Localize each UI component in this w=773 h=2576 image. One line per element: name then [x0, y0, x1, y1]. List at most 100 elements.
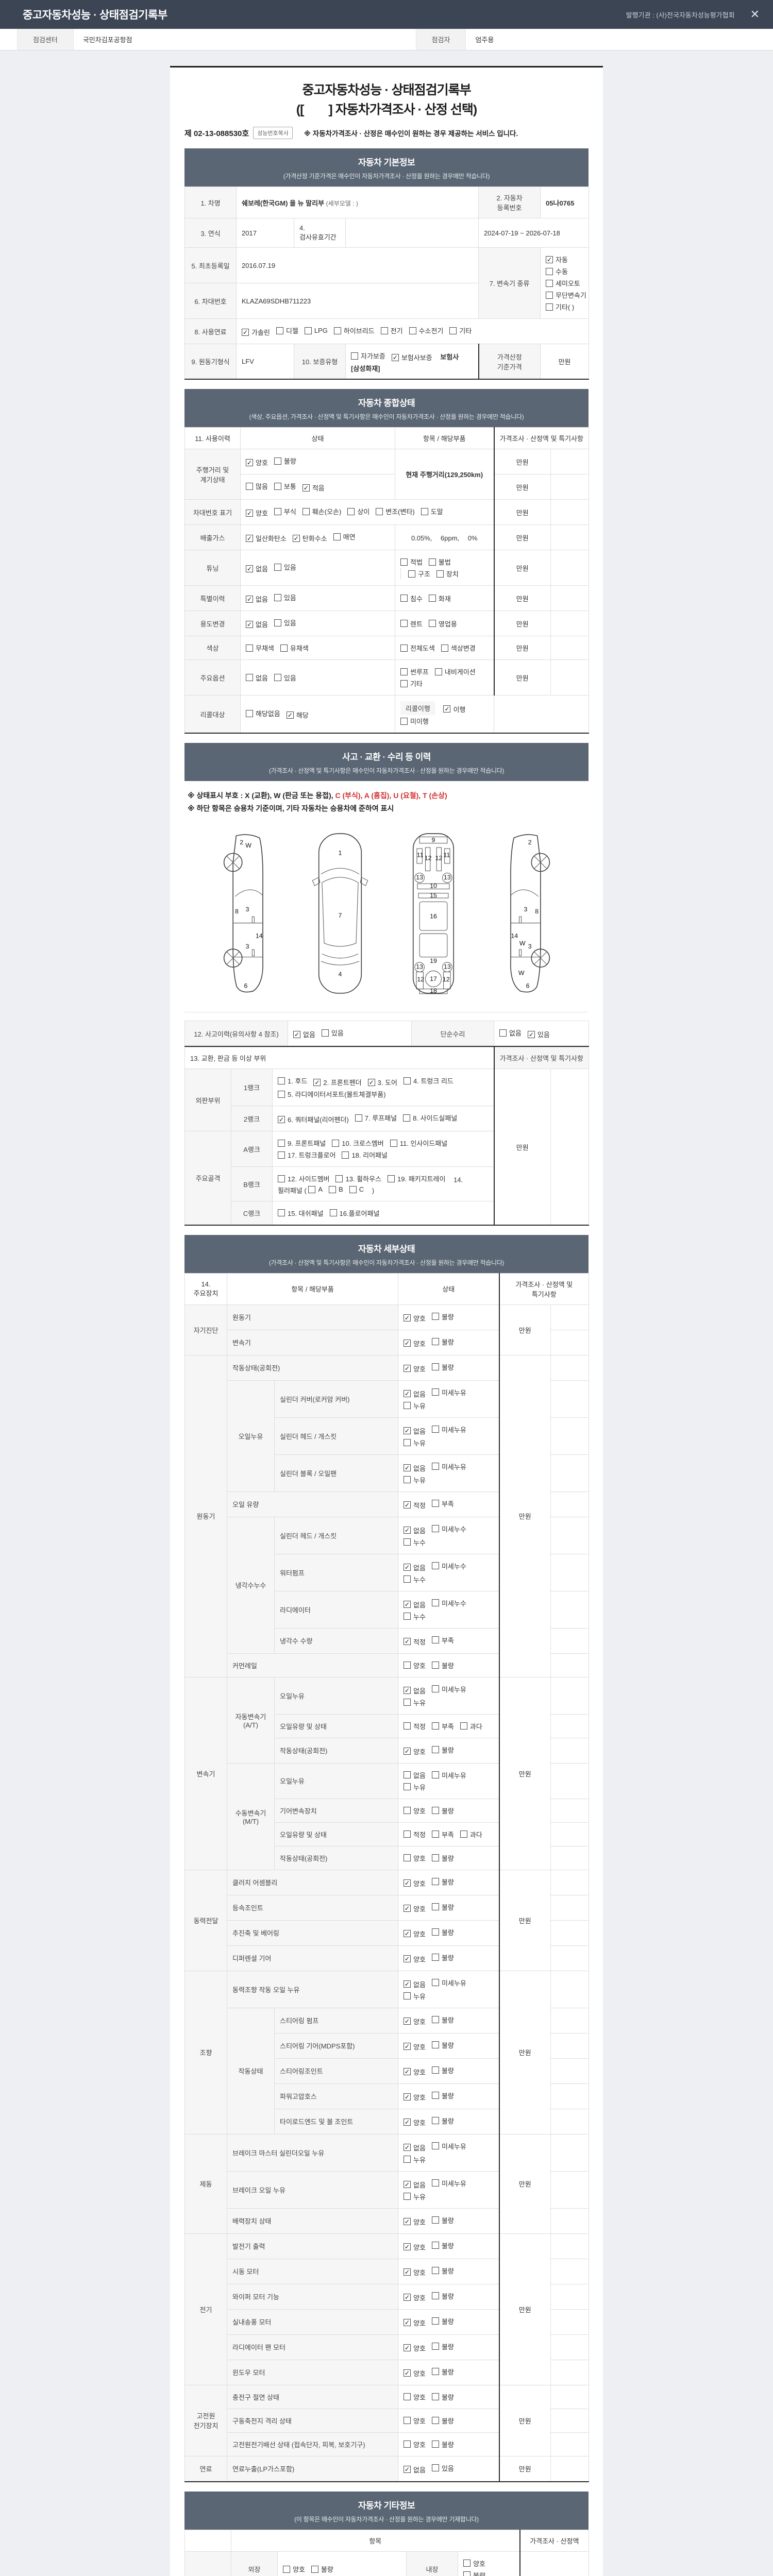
checkbox-unchecked-icon[interactable] [431, 1338, 439, 1346]
checkbox-option[interactable]: ✓ 가솔린 [242, 327, 270, 337]
checkbox-option[interactable]: 9. 프론트패널 [278, 1138, 326, 1148]
checkbox-unchecked-icon[interactable] [408, 570, 415, 578]
checkbox-option[interactable]: 19. 패키지트레이 [388, 1174, 445, 1183]
checkbox-option[interactable]: 불량 [431, 2392, 454, 2402]
checkbox-unchecked-icon[interactable] [274, 674, 281, 681]
checkbox-option[interactable]: 유채색 [280, 643, 309, 653]
checkbox-unchecked-icon[interactable] [400, 595, 408, 602]
checkbox-option[interactable]: 불량 [431, 2116, 454, 2126]
checkbox-unchecked-icon[interactable] [333, 533, 341, 540]
checkbox-option[interactable]: ✓ 양호 [404, 1313, 426, 1323]
checkbox-option[interactable]: 있음 [274, 673, 296, 683]
checkbox-unchecked-icon[interactable] [355, 1114, 362, 1122]
checkbox-unchecked-icon[interactable] [332, 1139, 340, 1147]
checkbox-option[interactable]: 불량 [274, 456, 296, 466]
checkbox-option[interactable]: 불량 [431, 2342, 454, 2351]
checkbox-unchecked-icon[interactable] [546, 279, 553, 287]
checkbox-option[interactable]: ✓ 있음 [527, 1029, 550, 1039]
checkbox-option[interactable]: ✓ 없음 [246, 594, 268, 604]
checkbox-unchecked-icon[interactable] [274, 594, 281, 601]
checkbox-checked-icon[interactable]: ✓ [293, 1030, 300, 1038]
checkbox-unchecked-icon[interactable] [546, 303, 553, 311]
checkbox-option[interactable]: ✓ 양호 [246, 457, 268, 467]
checkbox-option[interactable]: 미이행 [400, 716, 429, 726]
checkbox-option[interactable]: 기타 [400, 679, 423, 688]
checkbox-checked-icon[interactable]: ✓ [404, 1564, 411, 1571]
checkbox-option[interactable]: 색상변경 [441, 643, 476, 653]
checkbox-unchecked-icon[interactable] [431, 1854, 439, 1862]
checkbox-option[interactable]: 렌트 [400, 619, 423, 629]
checkbox-unchecked-icon[interactable] [404, 1722, 411, 1730]
checkbox-unchecked-icon[interactable] [404, 1771, 411, 1779]
checkbox-checked-icon[interactable]: ✓ [404, 2268, 411, 2276]
checkbox-option[interactable]: ✓ 없음 [404, 1463, 426, 1473]
checkbox-option[interactable]: ✓ 양호 [404, 2067, 426, 2077]
checkbox-unchecked-icon[interactable] [431, 1903, 439, 1911]
checkbox-unchecked-icon[interactable] [283, 2565, 290, 2573]
checkbox-option[interactable]: 미세누유 [431, 1387, 466, 1397]
checkbox-option[interactable]: 세미오토 [546, 278, 580, 288]
checkbox-option[interactable]: 누유 [404, 1698, 426, 1707]
checkbox-option[interactable]: 1. 후드 [278, 1076, 307, 1086]
checkbox-checked-icon[interactable]: ✓ [404, 1687, 411, 1694]
checkbox-option[interactable]: ✓ 양호 [404, 2368, 426, 2378]
checkbox-unchecked-icon[interactable] [431, 1807, 439, 1815]
checkbox-unchecked-icon[interactable] [403, 1114, 411, 1122]
checkbox-option[interactable]: ✓ 양호 [404, 1747, 426, 1756]
checkbox-unchecked-icon[interactable] [463, 2571, 470, 2576]
checkbox-option[interactable]: 불량 [431, 2367, 454, 2377]
checkbox-unchecked-icon[interactable] [404, 1783, 411, 1791]
checkbox-option[interactable]: 있음 [321, 1028, 344, 1038]
checkbox-option[interactable]: 미세누수 [431, 1524, 466, 1534]
checkbox-option[interactable]: 불량 [431, 2241, 454, 2250]
checkbox-checked-icon[interactable]: ✓ [404, 1955, 411, 1963]
checkbox-option[interactable]: 10. 크로스멤버 [332, 1138, 384, 1148]
checkbox-option[interactable]: ✓ 적정 [404, 1500, 426, 1510]
checkbox-option[interactable]: 불량 [431, 2439, 454, 2449]
checkbox-option[interactable]: 12. 사이드멤버 [278, 1174, 329, 1183]
checkbox-option[interactable]: 내비게이션 [434, 667, 476, 676]
checkbox-unchecked-icon[interactable] [421, 507, 428, 515]
checkbox-unchecked-icon[interactable] [431, 1746, 439, 1754]
checkbox-unchecked-icon[interactable] [400, 558, 408, 566]
checkbox-checked-icon[interactable]: ✓ [443, 705, 451, 713]
checkbox-checked-icon[interactable]: ✓ [404, 1365, 411, 1372]
checkbox-option[interactable]: 미세누유 [431, 2141, 466, 2151]
checkbox-unchecked-icon[interactable] [280, 644, 288, 652]
checkbox-unchecked-icon[interactable] [380, 327, 388, 334]
checkbox-option[interactable]: ✓ 없음 [246, 564, 268, 573]
checkbox-option[interactable]: 침수 [400, 594, 423, 603]
checkbox-option[interactable]: 불량 [431, 1745, 454, 1755]
checkbox-option[interactable]: 구조 [408, 569, 430, 579]
checkbox-unchecked-icon[interactable] [431, 2368, 439, 2376]
checkbox-option[interactable]: 16.플로어패널 [329, 1208, 379, 1218]
checkbox-option[interactable]: 불량 [431, 1660, 454, 1670]
checkbox-option[interactable]: 장치 [436, 569, 459, 579]
checkbox-option[interactable]: ✓ 없음 [404, 1686, 426, 1696]
checkbox-unchecked-icon[interactable] [431, 2092, 439, 2099]
checkbox-option[interactable]: 누유 [404, 1475, 426, 1485]
close-icon[interactable]: ✕ [750, 8, 760, 21]
checkbox-option[interactable]: 15. 대쉬패널 [278, 1208, 324, 1218]
checkbox-unchecked-icon[interactable] [431, 2393, 439, 2401]
checkbox-unchecked-icon[interactable] [400, 668, 408, 675]
checkbox-option[interactable]: 많음 [246, 481, 268, 491]
checkbox-unchecked-icon[interactable] [431, 2317, 439, 2325]
checkbox-option[interactable]: 불량 [431, 2040, 454, 2050]
checkbox-option[interactable]: 미세누유 [431, 1978, 466, 1988]
checkbox-unchecked-icon[interactable] [431, 2343, 439, 2350]
checkbox-option[interactable]: ✓ 양호 [404, 2016, 426, 2026]
checkbox-unchecked-icon[interactable] [460, 1831, 467, 1838]
checkbox-unchecked-icon[interactable] [431, 1562, 439, 1570]
checkbox-option[interactable]: 수소전기 [409, 326, 443, 335]
checkbox-unchecked-icon[interactable] [431, 1878, 439, 1886]
checkbox-unchecked-icon[interactable] [404, 2193, 411, 2200]
checkbox-unchecked-icon[interactable] [431, 1831, 439, 1838]
checkbox-option[interactable]: B [329, 1185, 343, 1193]
checkbox-unchecked-icon[interactable] [431, 1954, 439, 1961]
checkbox-option[interactable]: 양호 [404, 2392, 426, 2402]
checkbox-checked-icon[interactable]: ✓ [313, 1078, 321, 1086]
checkbox-option[interactable]: ✓ 양호 [404, 2267, 426, 2277]
checkbox-option[interactable]: ✓ 양호 [404, 1878, 426, 1888]
checkbox-unchecked-icon[interactable] [431, 1426, 439, 1433]
